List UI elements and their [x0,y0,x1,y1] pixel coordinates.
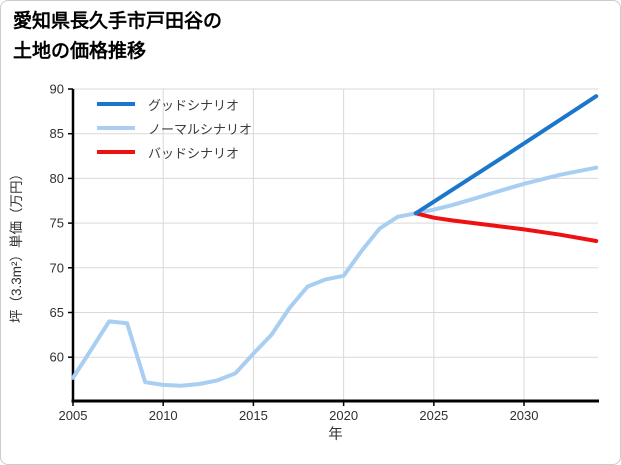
legend-item-bad: バッドシナリオ [97,140,252,164]
x-tick-label: 2030 [510,408,539,423]
page-title: 愛知県長久手市戸田谷の 土地の価格推移 [13,7,222,68]
x-tick-label: 2005 [59,408,88,423]
x-tick-label: 2025 [419,408,448,423]
x-axis-label: 年 [328,426,343,443]
bad-scenario-line-swatch [97,150,135,154]
chart-legend: グッドシナリオ ノーマルシナリオ バッドシナリオ [97,92,252,164]
legend-item-normal: ノーマルシナリオ [97,116,252,140]
legend-label-normal: ノーマルシナリオ [148,121,253,137]
x-tick-label: 2015 [239,408,268,423]
legend-label-bad: バッドシナリオ [148,145,240,161]
series-line-bad [413,211,599,243]
y-tick-label: 65 [50,305,64,320]
y-tick-label: 85 [50,126,64,141]
y-tick-label: 80 [50,171,64,186]
y-tick-label: 75 [50,216,64,231]
y-axis-label: 坪（3.3m²）単価（万円） [9,167,24,323]
x-tick-label: 2020 [329,408,358,423]
series-line-good [413,94,599,216]
title-line-1: 愛知県長久手市戸田谷の [13,11,223,32]
y-tick-label: 60 [50,350,64,365]
series-line-normal [71,165,599,388]
legend-item-good: グッドシナリオ [97,92,252,116]
y-tick-label: 90 [50,82,64,97]
y-tick-label: 70 [50,260,64,275]
legend-label-good: グッドシナリオ [148,97,240,113]
x-tick-label: 2010 [149,408,178,423]
normal-scenario-line-swatch [97,126,135,130]
good-scenario-line-swatch [97,102,135,106]
title-line-2: 土地の価格推移 [13,41,147,63]
